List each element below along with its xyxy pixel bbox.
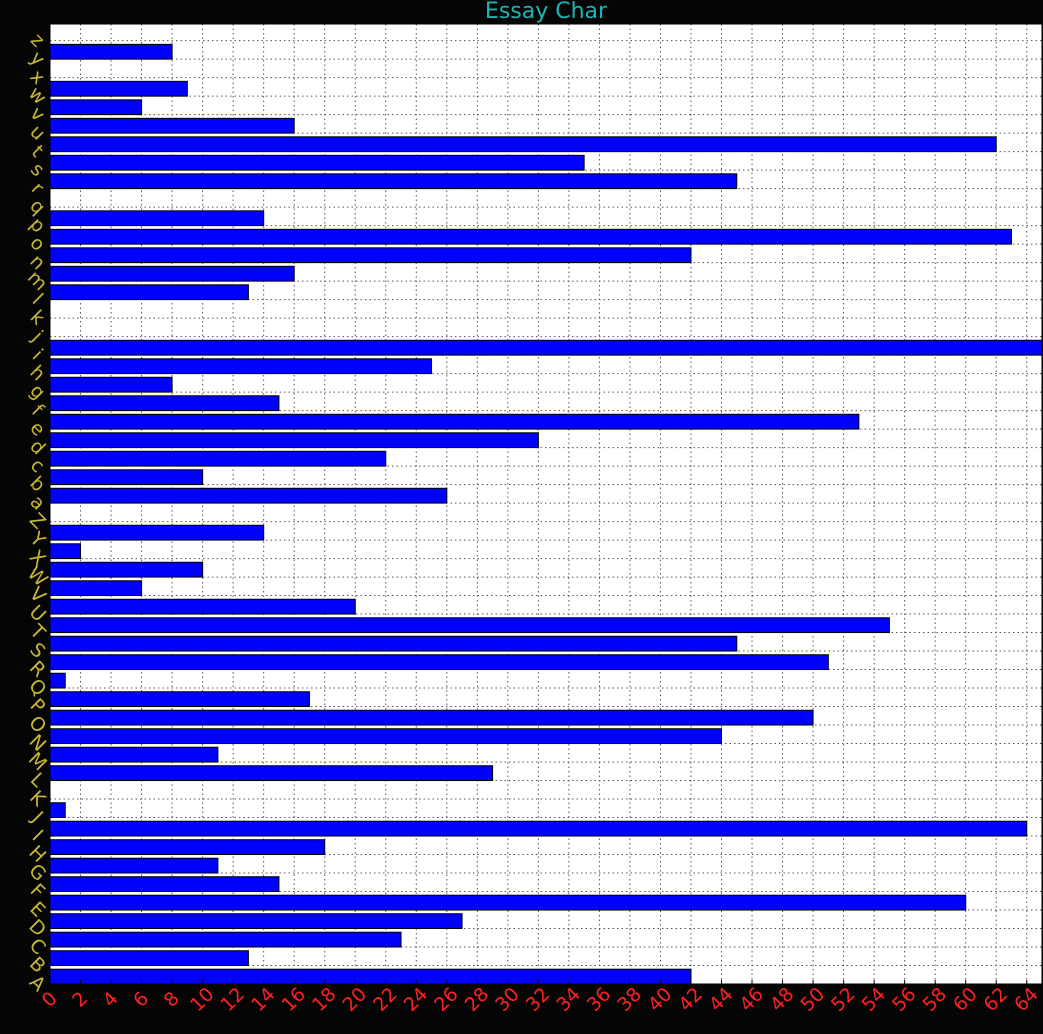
bar-M — [49, 746, 219, 763]
bar-i — [49, 339, 1043, 356]
bar-J — [49, 802, 66, 819]
bars — [49, 43, 1043, 985]
bar-u — [49, 117, 295, 134]
bar-r — [49, 173, 738, 190]
bar-G — [49, 857, 219, 874]
bar-L — [49, 765, 494, 782]
bar-n — [49, 247, 692, 264]
bar-g — [49, 376, 173, 393]
bar-F — [49, 876, 280, 893]
bar-h — [49, 358, 433, 375]
bar-p — [49, 210, 265, 227]
bar-c — [49, 450, 387, 467]
bar-I — [49, 820, 1028, 837]
chart-title: Essay Char — [485, 0, 608, 24]
bar-s — [49, 154, 585, 171]
bar-C — [49, 931, 402, 948]
bar-T — [49, 617, 890, 634]
plot-frame — [49, 23, 1043, 985]
bar-d — [49, 432, 539, 449]
bar-Y — [49, 524, 265, 541]
bar-o — [49, 228, 1012, 245]
bar-U — [49, 598, 356, 615]
bar-w — [49, 80, 188, 97]
bar-W — [49, 561, 204, 578]
bar-m — [49, 265, 295, 282]
bar-S — [49, 635, 738, 652]
bar-b — [49, 469, 204, 486]
bar-P — [49, 691, 310, 708]
bar-v — [49, 99, 143, 116]
bar-e — [49, 413, 860, 430]
bar-O — [49, 709, 814, 726]
bar-X — [49, 543, 82, 560]
bar-a — [49, 487, 448, 504]
bar-Q — [49, 672, 66, 689]
bar-B — [49, 950, 249, 967]
bar-t — [49, 136, 997, 153]
bar-H — [49, 839, 326, 856]
bar-y — [49, 43, 173, 60]
bar-R — [49, 654, 829, 671]
bar-f — [49, 395, 280, 412]
bar-D — [49, 913, 463, 930]
bar-N — [49, 728, 723, 745]
bar-E — [49, 894, 967, 911]
bar-V — [49, 580, 143, 597]
bar-l — [49, 284, 249, 301]
bar-A — [49, 968, 692, 985]
